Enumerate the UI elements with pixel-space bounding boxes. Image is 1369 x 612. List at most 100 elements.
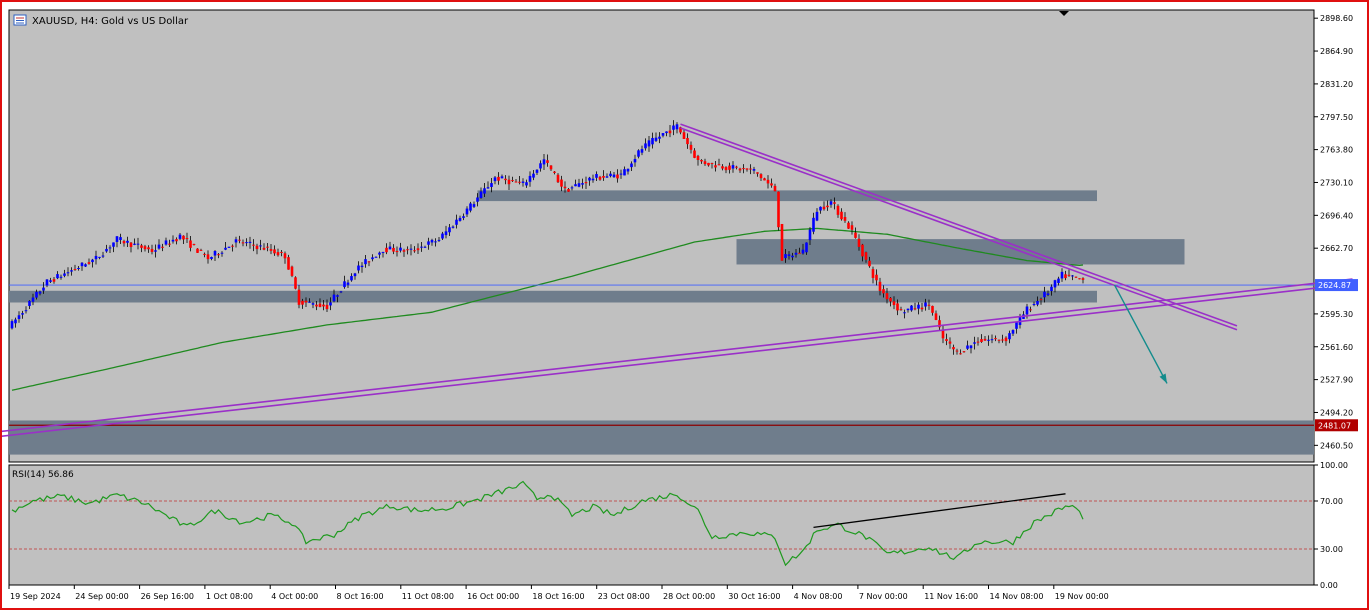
candle-body <box>521 181 525 183</box>
price-tick-label: 2730.10 <box>1320 178 1353 187</box>
trendline[interactable] <box>2 278 1353 433</box>
candle-body <box>35 291 38 298</box>
candle-body <box>115 236 119 242</box>
candle-body <box>826 205 829 208</box>
candle-body <box>689 144 693 150</box>
candle-body <box>329 302 332 306</box>
candle-body <box>199 249 203 251</box>
candle-body <box>224 247 227 250</box>
candle-body <box>801 249 805 254</box>
candle-body <box>364 259 367 265</box>
candle-body <box>1001 339 1004 341</box>
candle-body <box>94 255 98 260</box>
time-tick-label: 18 Oct 16:00 <box>532 592 584 601</box>
trendline[interactable] <box>2 283 1353 438</box>
candle-body <box>553 171 556 173</box>
candle-body <box>483 188 486 194</box>
candle-body <box>1064 274 1067 279</box>
candle-body <box>168 243 171 245</box>
rsi-tick-label: 0.00 <box>1320 581 1338 590</box>
candle-body <box>371 257 374 260</box>
candle-body <box>696 155 700 161</box>
candle-body <box>843 217 847 221</box>
candle-body <box>815 211 819 221</box>
candle-body <box>374 256 378 258</box>
trendline[interactable] <box>680 123 1238 327</box>
candle-body <box>619 173 623 175</box>
candle-body <box>724 167 728 171</box>
candle-body <box>532 173 535 178</box>
candle-body <box>255 245 259 250</box>
candle-body <box>441 233 444 239</box>
candle-body <box>854 232 857 238</box>
candle-body <box>756 172 759 174</box>
candle-body <box>672 125 675 130</box>
candle-body <box>773 185 777 192</box>
candle-body <box>1067 274 1071 276</box>
candle-body <box>556 174 560 183</box>
candle-body <box>507 179 511 185</box>
candle-body <box>245 242 248 244</box>
rsi-panel[interactable] <box>8 464 1315 586</box>
candle-body <box>273 249 276 254</box>
rsi-divergence-line[interactable] <box>813 493 1066 529</box>
candle-body <box>654 137 658 141</box>
candle-body <box>927 304 931 306</box>
rsi-tick-label: 70.00 <box>1320 497 1343 506</box>
candle-body <box>1032 303 1036 306</box>
candle-body <box>913 308 917 310</box>
rsi-title: RSI(14) 56.86 <box>12 470 74 480</box>
shift-marker-icon[interactable] <box>1059 11 1069 16</box>
candle-body <box>91 259 94 263</box>
candle-body <box>129 242 133 247</box>
candle-body <box>682 132 686 139</box>
candle-body <box>889 297 892 302</box>
candle-body <box>952 347 955 350</box>
candle-body <box>378 252 381 255</box>
main-panel[interactable] <box>8 9 1315 463</box>
candle-body <box>1036 300 1039 305</box>
candle-body <box>112 242 115 247</box>
forecast-arrow-head <box>1159 373 1167 384</box>
candle-body <box>861 244 864 257</box>
candle-body <box>458 217 462 221</box>
candle-body <box>980 339 983 342</box>
candle-body <box>563 186 567 189</box>
candle-body <box>738 168 742 171</box>
candle-body <box>941 329 945 339</box>
zone-rect <box>9 290 1097 303</box>
candle-body <box>448 227 451 233</box>
candle-body <box>1018 316 1022 325</box>
candle-body <box>976 341 980 343</box>
candle-body <box>1029 309 1032 311</box>
time-tick-label: 4 Oct 00:00 <box>271 592 318 601</box>
price-tick-label: 2527.90 <box>1320 376 1353 385</box>
candle-body <box>577 183 581 187</box>
candle-body <box>742 168 745 170</box>
time-tick-label: 26 Sep 16:00 <box>141 592 194 601</box>
candle-body <box>52 279 56 282</box>
trendline[interactable] <box>680 127 1238 331</box>
candle-body <box>500 176 504 179</box>
candle-body <box>301 300 304 305</box>
candle-body <box>1008 333 1011 340</box>
forecast-arrow-line[interactable] <box>1113 284 1168 384</box>
candle-body <box>969 345 973 349</box>
candle-body <box>59 276 63 278</box>
candle-body <box>290 266 294 276</box>
candle-body <box>126 240 129 243</box>
candle-body <box>626 168 630 172</box>
rsi-line <box>11 480 1084 567</box>
candle-body <box>21 313 24 315</box>
candle-body <box>924 302 927 307</box>
candle-body <box>17 315 21 320</box>
candle-body <box>787 254 791 257</box>
candle-body <box>857 238 861 247</box>
candle-body <box>700 159 703 162</box>
candle-body <box>171 239 175 242</box>
candle-body <box>581 183 584 185</box>
price-tick-label: 2696.40 <box>1320 211 1353 220</box>
candle-body <box>546 160 549 163</box>
candle-body <box>987 339 990 341</box>
